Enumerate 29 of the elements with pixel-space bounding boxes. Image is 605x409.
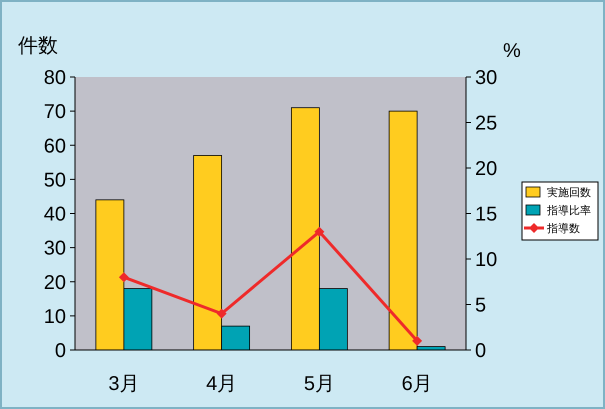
point [314,226,324,237]
y-tick-label: 40 [44,204,66,226]
y2-tick-label: 25 [475,112,498,134]
y-tick-label: 80 [44,67,66,89]
x-tick-label: 5月 [304,373,335,395]
legend-label: 実施回数 [547,186,591,199]
y2-tick-label: 20 [475,158,498,180]
y2-tick-label: 30 [475,67,498,89]
x-tick-label: 3月 [108,373,140,395]
y2-tick-label: 10 [475,249,498,271]
legend-label: 指導比率 [546,204,591,217]
y2-tick-label: 5 [475,294,486,316]
y-tick-label: 30 [44,238,66,260]
y2-axis-title: % [503,40,521,62]
x-tick-label: 4月 [206,373,238,395]
y-tick-label: 60 [44,135,66,158]
y-axis-title: 件数 [18,35,58,57]
y-tick-label: 20 [44,272,66,294]
y2-tick-label: 15 [475,204,498,226]
y-tick-label: 70 [44,101,66,124]
y-tick-label: 10 [44,306,66,328]
y2-tick-label: 0 [475,340,486,362]
point [216,308,227,319]
y-tick-label: 0 [54,340,66,362]
legend-label: 指導数 [546,222,580,235]
x-tick-label: 6月 [402,373,433,395]
y-tick-label: 50 [44,169,66,192]
point [118,272,129,282]
point [412,336,422,346]
